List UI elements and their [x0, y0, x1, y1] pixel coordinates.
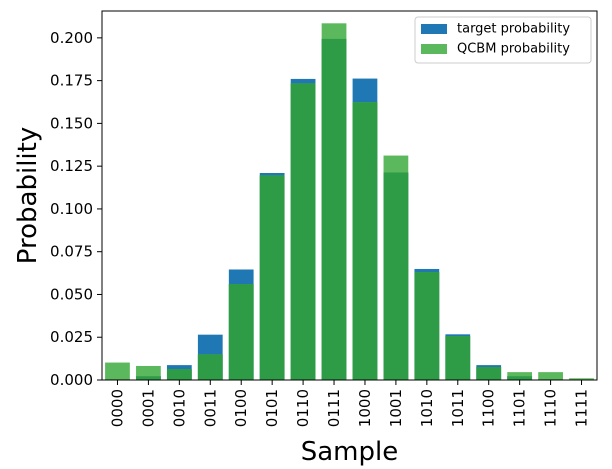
- x-tick-label-0111: 0111: [325, 389, 343, 427]
- overlap-bar-1100: [476, 366, 502, 380]
- x-tick-label-1011: 1011: [449, 389, 467, 427]
- x-tick-label-0100: 0100: [232, 389, 250, 427]
- y-tick-label-1: 0.025: [50, 328, 93, 346]
- y-tick-label-8: 0.200: [50, 29, 93, 47]
- overlap-bar-0110: [290, 83, 316, 380]
- x-axis-label: Sample: [301, 437, 399, 467]
- x-axis-ticks: 0000 0001 0010 0011 0100 0101 0110 0111 1000 1001…: [108, 380, 591, 427]
- legend-swatch-0: [421, 24, 447, 34]
- x-tick-label-0001: 0001: [139, 389, 157, 427]
- plot-frame: [101, 10, 598, 381]
- legend-label-1: QCBM probability: [457, 42, 570, 57]
- x-tick-label-1101: 1101: [511, 389, 529, 427]
- x-tick-label-0110: 0110: [294, 389, 312, 427]
- x-tick-label-1100: 1100: [480, 389, 498, 427]
- overlap-bar-0100: [228, 284, 254, 380]
- overlap-bar-0101: [259, 175, 285, 380]
- overlap-bar-0001: [136, 376, 161, 380]
- x-tick-label-0000: 0000: [108, 389, 126, 427]
- overlap-bar-0011: [197, 354, 223, 380]
- qcbm-bar-1110: [538, 372, 563, 380]
- y-tick-label-3: 0.075: [50, 243, 93, 261]
- x-tick-label-1110: 1110: [542, 389, 560, 427]
- y-tick-label-2: 0.050: [50, 285, 93, 303]
- overlap-bar-1010: [414, 272, 440, 380]
- y-tick-label-0: 0.000: [50, 371, 93, 389]
- y-tick-label-5: 0.125: [50, 157, 93, 175]
- bars-layer: [105, 23, 594, 381]
- overlap-bar-1001: [383, 172, 409, 380]
- x-tick-label-0010: 0010: [170, 389, 188, 427]
- qcbm-bar-1101: [507, 372, 533, 380]
- overlap-bar-1101: [507, 376, 533, 380]
- y-tick-label-6: 0.150: [50, 114, 93, 132]
- overlap-bar-1011: [445, 336, 471, 380]
- y-axis-ticks: 0.000 0.025 0.050 0.075 0.100 0.125 0.150 0.175…: [50, 29, 102, 389]
- y-tick-label-4: 0.100: [50, 200, 93, 218]
- legend-swatch-1: [421, 44, 447, 54]
- qcbm-bar-1111: [569, 378, 594, 380]
- x-tick-label-0011: 0011: [201, 389, 219, 427]
- x-tick-label-1111: 1111: [573, 389, 591, 427]
- overlap-bar-0010: [166, 369, 192, 380]
- y-tick-label-7: 0.175: [50, 72, 93, 90]
- x-tick-label-1000: 1000: [356, 389, 374, 427]
- overlap-bar-1000: [352, 102, 378, 380]
- legend-box: [414, 16, 592, 64]
- x-tick-label-1010: 1010: [418, 389, 436, 427]
- overlap-bar-0111: [321, 38, 347, 381]
- y-axis-label: Probability: [13, 127, 43, 264]
- x-tick-label-1001: 1001: [387, 389, 405, 427]
- legend-label-0: target probability: [457, 22, 570, 37]
- x-tick-label-0101: 0101: [263, 389, 281, 427]
- legend: target probability QCBM probability: [414, 16, 592, 64]
- qcbm-bar-0000: [105, 362, 130, 380]
